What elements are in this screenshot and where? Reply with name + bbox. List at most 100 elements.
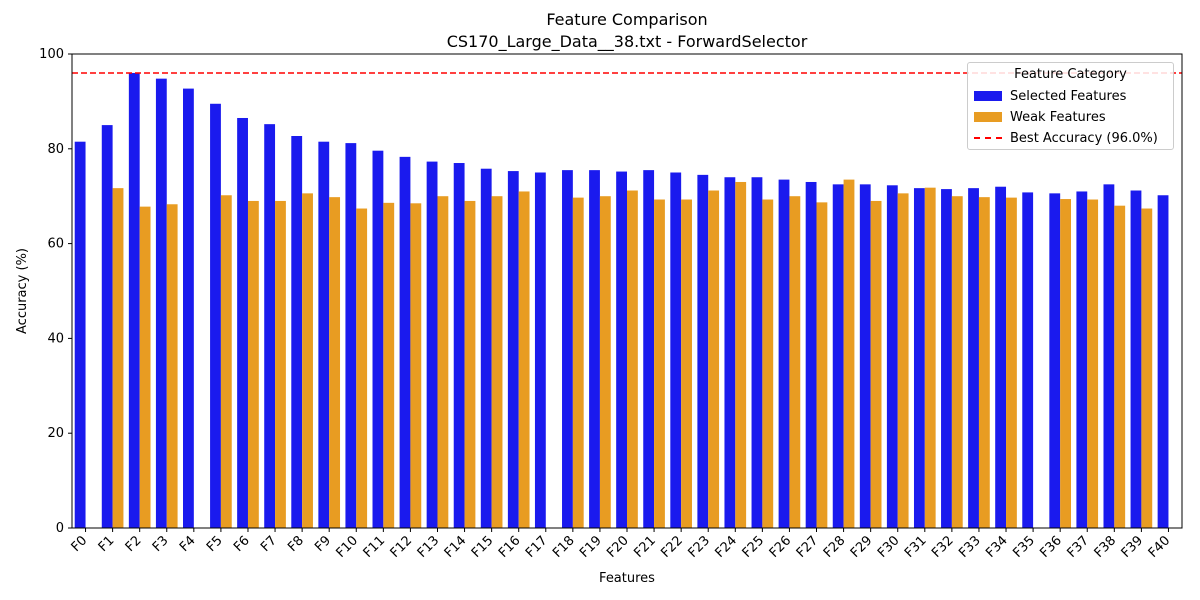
x-tick-label: F4 (177, 533, 199, 555)
legend-swatch-weak (974, 112, 1002, 122)
x-tick-label: F37 (1064, 533, 1092, 561)
x-tick-label: F24 (713, 533, 741, 561)
x-tick-label: F32 (929, 533, 957, 561)
x-tick-label: F3 (150, 533, 172, 555)
bar-selected-F14 (453, 163, 465, 528)
y-axis-label: Accuracy (%) (15, 248, 30, 334)
bar-weak-F8 (302, 193, 313, 528)
legend-label-weak: Weak Features (1010, 109, 1106, 125)
y-tick-label: 40 (47, 331, 64, 346)
x-tick-label: F2 (123, 533, 145, 555)
bar-weak-F33 (978, 197, 990, 528)
x-tick-label: F12 (388, 533, 416, 561)
bar-weak-F20 (627, 190, 638, 528)
chart-title: Feature Comparison (546, 10, 708, 29)
bar-selected-F9 (318, 141, 330, 528)
x-tick-label: F10 (333, 533, 361, 561)
x-tick-label: F29 (848, 533, 876, 561)
bar-selected-F37 (1076, 191, 1088, 528)
bar-selected-F24 (724, 177, 736, 529)
x-tick-label: F11 (361, 533, 389, 561)
bar-weak-F15 (491, 196, 503, 528)
x-tick-label: F34 (983, 533, 1011, 561)
bar-weak-F13 (437, 196, 449, 528)
x-tick-label: F22 (658, 533, 686, 561)
x-tick-label: F40 (1146, 533, 1174, 561)
bar-weak-F1 (112, 188, 124, 528)
bar-selected-F0 (74, 141, 86, 528)
x-tick-label: F20 (604, 533, 632, 561)
bar-weak-F2 (139, 206, 151, 529)
x-tick-label: F35 (1010, 533, 1038, 561)
x-tick-label: F23 (685, 533, 713, 561)
x-tick-label: F6 (231, 533, 253, 555)
bar-selected-F7 (264, 124, 276, 528)
bar-selected-F32 (941, 189, 952, 528)
x-tick-label: F38 (1092, 533, 1120, 561)
x-tick-label: F9 (312, 533, 334, 555)
bar-selected-F34 (995, 186, 1007, 528)
x-tick-label: F7 (258, 533, 280, 555)
bar-selected-F17 (534, 172, 546, 528)
bar-selected-F21 (643, 170, 655, 528)
bar-selected-F31 (913, 188, 925, 528)
bar-weak-F39 (1141, 208, 1153, 529)
bar-weak-F37 (1087, 199, 1099, 528)
bar-weak-F3 (166, 204, 178, 528)
bar-selected-F1 (101, 125, 113, 528)
bar-selected-F19 (589, 170, 600, 528)
bar-weak-F10 (356, 208, 368, 529)
bar-weak-F22 (681, 199, 692, 528)
bar-selected-F5 (210, 103, 221, 529)
legend-swatch-selected (974, 91, 1002, 101)
bar-weak-F14 (464, 200, 476, 528)
legend-swatch-best (974, 137, 1002, 139)
chart-subtitle: CS170_Large_Data__38.txt - ForwardSelect… (446, 32, 808, 51)
x-axis-label: Features (599, 571, 655, 586)
x-tick-label: F21 (631, 533, 659, 561)
y-tick-label: 0 (56, 521, 64, 536)
bar-selected-F18 (562, 170, 573, 528)
x-tick-label: F36 (1037, 533, 1065, 561)
bar-weak-F30 (897, 193, 909, 528)
bar-selected-F3 (155, 78, 167, 528)
legend-item-selected: Selected Features (974, 87, 1126, 105)
bar-selected-F4 (183, 88, 194, 529)
x-tick-label: F25 (740, 533, 768, 561)
bar-selected-F30 (886, 185, 898, 528)
bar-weak-F6 (247, 200, 259, 528)
bar-selected-F35 (1022, 192, 1034, 528)
bar-selected-F2 (128, 72, 140, 529)
bar-selected-F6 (237, 117, 248, 529)
x-tick-label: F8 (285, 533, 307, 555)
bar-selected-F33 (968, 188, 979, 528)
bar-weak-F25 (762, 199, 774, 528)
bar-weak-F5 (220, 195, 232, 528)
bar-selected-F15 (480, 168, 492, 528)
bar-selected-F13 (426, 161, 438, 528)
y-tick-label: 20 (47, 426, 64, 441)
x-tick-label: F1 (96, 533, 118, 555)
legend: Feature Category Selected Features Weak … (967, 62, 1174, 150)
x-tick-label: F28 (821, 533, 849, 561)
bar-selected-F20 (616, 171, 627, 528)
x-tick-label: F18 (550, 533, 578, 561)
legend-item-weak: Weak Features (974, 108, 1106, 126)
x-tick-label: F26 (767, 533, 795, 561)
x-tick-label: F14 (442, 533, 470, 561)
bar-weak-F31 (924, 187, 936, 528)
bar-selected-F8 (291, 136, 303, 528)
bar-selected-F11 (372, 150, 384, 529)
bar-weak-F34 (1006, 197, 1017, 528)
bar-selected-F12 (399, 156, 411, 528)
bar-selected-F39 (1130, 190, 1142, 528)
bar-selected-F28 (832, 184, 844, 528)
y-tick-label: 100 (39, 47, 64, 62)
bar-weak-F9 (329, 197, 341, 528)
bar-weak-F23 (708, 190, 720, 528)
bar-selected-F29 (859, 184, 871, 528)
legend-title: Feature Category (1014, 67, 1127, 82)
x-tick-label: F17 (523, 533, 551, 561)
bar-weak-F26 (789, 196, 801, 528)
